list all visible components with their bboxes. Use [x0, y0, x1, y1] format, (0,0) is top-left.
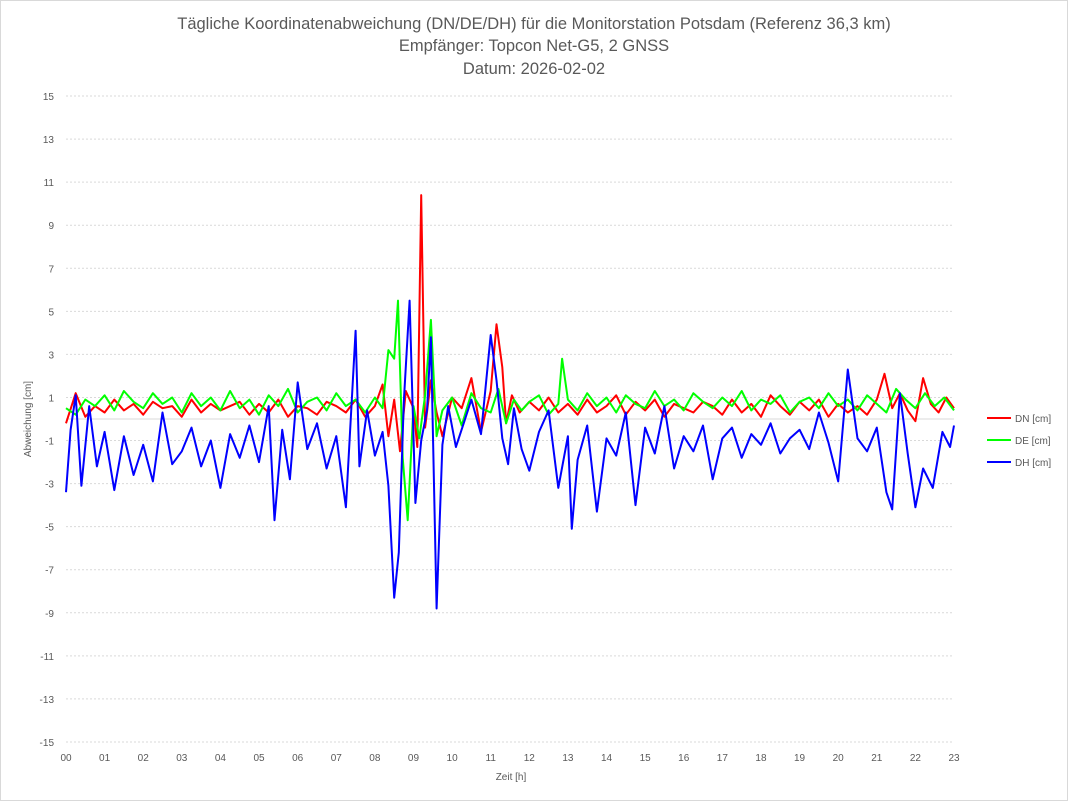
legend-entry-dn: DN [cm]: [1015, 414, 1051, 425]
y-tick-label: -7: [45, 566, 54, 577]
y-tick-label: 7: [48, 264, 54, 275]
x-tick-label: 01: [99, 753, 111, 764]
gridlines: [66, 95, 954, 743]
series-lines: [65, 194, 955, 610]
series-line-dh: [65, 299, 955, 610]
y-tick-label: 9: [48, 221, 54, 232]
x-tick-label: 12: [524, 753, 536, 764]
y-tick-label: 1: [48, 393, 54, 404]
y-tick-label: -5: [45, 523, 54, 534]
x-tick-label: 16: [678, 753, 690, 764]
legend-entry-dh: DH [cm]: [1015, 458, 1051, 469]
x-tick-label: 11: [486, 753, 497, 764]
x-tick-label: 18: [755, 753, 767, 764]
y-tick-label: 3: [48, 350, 54, 361]
y-tick-label: -11: [40, 652, 54, 663]
y-axis-ticks: 15 13 11 9 7 5 3 1 -1 -3 -5 -7 -9 -11 -13 -15: [40, 92, 55, 749]
x-tick-label: 13: [562, 753, 574, 764]
legend-entry-de: DE [cm]: [1015, 436, 1051, 447]
chart-subtitle: Empfänger: Topcon Net-G5, 2 GNSS: [399, 37, 669, 55]
x-tick-label: 09: [408, 753, 420, 764]
x-tick-label: 00: [60, 753, 72, 764]
x-tick-label: 21: [871, 753, 883, 764]
x-tick-label: 10: [447, 753, 459, 764]
x-tick-label: 03: [176, 753, 188, 764]
y-tick-label: -15: [40, 738, 55, 749]
x-tick-label: 04: [215, 753, 227, 764]
y-tick-label: -13: [40, 695, 55, 706]
chart-date: Datum: 2026-02-02: [463, 60, 605, 78]
x-tick-label: 15: [640, 753, 652, 764]
x-tick-label: 05: [253, 753, 265, 764]
x-tick-label: 06: [292, 753, 304, 764]
x-tick-label: 22: [910, 753, 922, 764]
x-tick-label: 08: [369, 753, 381, 764]
y-axis-label: Abweichung [cm]: [23, 381, 34, 457]
x-tick-label: 02: [138, 753, 150, 764]
x-tick-label: 20: [833, 753, 845, 764]
y-tick-label: 15: [43, 92, 55, 103]
x-axis-ticks: 00 01 02 03 04 05 06 07 08 09 10 11 12 13 14 15 16 17 18 19…: [60, 753, 960, 764]
y-tick-label: 13: [43, 135, 55, 146]
series-line-dn: [65, 194, 955, 453]
x-tick-label: 19: [794, 753, 806, 764]
series-line-de: [65, 299, 955, 522]
x-tick-label: 14: [601, 753, 613, 764]
y-tick-label: -3: [45, 480, 54, 491]
x-axis-label: Zeit [h]: [496, 772, 527, 783]
y-tick-label: -9: [45, 609, 54, 620]
y-tick-label: -1: [45, 437, 54, 448]
y-tick-label: 5: [48, 307, 54, 318]
x-tick-label: 07: [331, 753, 343, 764]
x-tick-label: 23: [948, 753, 960, 764]
x-tick-label: 17: [717, 753, 729, 764]
legend: DN [cm] DE [cm] DH [cm]: [987, 414, 1051, 469]
chart-title: Tägliche Koordinatenabweichung (DN/DE/DH…: [177, 15, 891, 33]
y-tick-label: 11: [44, 178, 55, 189]
